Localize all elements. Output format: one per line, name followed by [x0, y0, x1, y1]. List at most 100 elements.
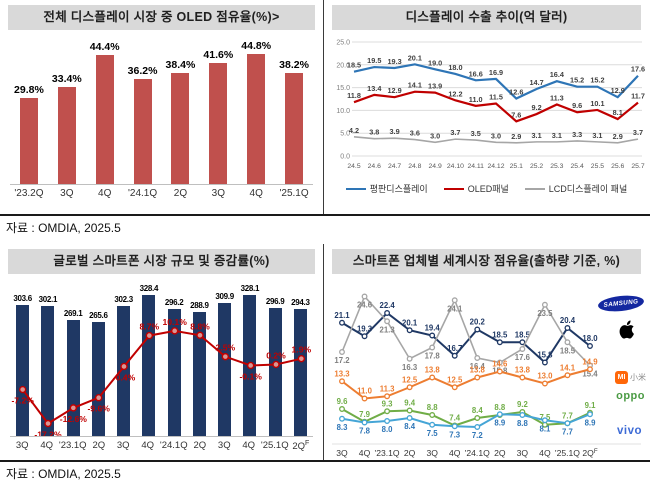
bar-column: 296.2 — [162, 298, 187, 436]
svg-text:8.8: 8.8 — [494, 403, 506, 412]
svg-text:4.2: 4.2 — [349, 126, 359, 135]
svg-text:25.0: 25.0 — [336, 40, 350, 47]
svg-text:11.7: 11.7 — [631, 92, 645, 101]
svg-text:13.8: 13.8 — [515, 366, 531, 375]
svg-text:18.5: 18.5 — [347, 61, 361, 70]
svg-text:8.9: 8.9 — [585, 418, 597, 427]
svg-text:23.5: 23.5 — [537, 309, 553, 318]
svg-text:25.1: 25.1 — [510, 163, 523, 170]
svg-text:8.8: 8.8 — [427, 403, 439, 412]
bar — [133, 79, 152, 184]
x-tick-label: '25.1Q — [260, 440, 289, 451]
x-tick-label: 4Q — [249, 188, 263, 199]
svg-text:7.6: 7.6 — [511, 110, 521, 119]
svg-text:2Q: 2Q — [404, 448, 416, 458]
svg-text:9.2: 9.2 — [517, 400, 529, 409]
svg-text:12.9: 12.9 — [387, 86, 401, 95]
svg-text:'24.1Q: '24.1Q — [465, 448, 490, 458]
x-tick-label: 4Q — [141, 440, 155, 451]
svg-text:2.9: 2.9 — [613, 132, 623, 141]
legend-line-swatch — [443, 187, 464, 190]
svg-text:7.7: 7.7 — [562, 427, 573, 436]
bar — [268, 308, 282, 436]
svg-text:13.9: 13.9 — [428, 82, 442, 91]
display-export-panel: 디스플레이 수출 추이(억 달러) 0.0 5.0 10.0 15.0 20.0 25.0… — [324, 0, 649, 214]
x-tick-label: '23.2Q — [14, 188, 44, 199]
bar-value-label: 265.6 — [89, 310, 108, 320]
source-note-top: 자료 : OMDIA, 2025.5 — [6, 221, 121, 235]
svg-text:18.0: 18.0 — [582, 334, 598, 343]
svg-text:3.5: 3.5 — [471, 129, 481, 138]
smartphone-market-title: 글로벌 스마트폰 시장 규모 및 증감률(%) — [8, 249, 315, 274]
svg-text:18.5: 18.5 — [515, 330, 531, 339]
bar — [142, 294, 156, 436]
svg-text:18.0: 18.0 — [448, 63, 462, 72]
svg-text:15.2: 15.2 — [590, 76, 604, 85]
svg-text:'23.1Q: '23.1Q — [375, 448, 400, 458]
vendor-share-svg: 3Q 4Q '23.1Q 2Q 3Q 4Q '24.1Q 2Q 3Q 4Q '25.1Q 2QF 21.… — [332, 293, 641, 458]
bar-value-label: 288.9 — [190, 300, 209, 310]
svg-text:17.6: 17.6 — [515, 353, 531, 362]
svg-text:17.6: 17.6 — [631, 65, 645, 74]
legend-label: OLED패널 — [467, 184, 509, 194]
svg-text:13.3: 13.3 — [334, 369, 350, 378]
svg-text:19.0: 19.0 — [428, 58, 442, 67]
bar — [57, 87, 76, 184]
svg-text:3Q: 3Q — [336, 448, 348, 458]
svg-text:2.9: 2.9 — [511, 132, 521, 141]
display-export-title: 디스플레이 수출 추이(억 달러) — [332, 5, 641, 30]
svg-text:8.1: 8.1 — [613, 108, 623, 117]
bar-value-label: 41.6% — [203, 49, 234, 62]
svg-text:3.0: 3.0 — [491, 131, 501, 140]
svg-text:10.1: 10.1 — [590, 99, 604, 108]
legend-item: OLED패널 — [443, 182, 509, 195]
display-export-line-chart: 0.0 5.0 10.0 15.0 20.0 25.0 24.5 24.6 24.7 24.8 24… — [324, 34, 649, 182]
svg-text:8.4: 8.4 — [472, 406, 484, 415]
bar-column: 328.1 — [237, 284, 262, 436]
svg-text:17.8: 17.8 — [425, 352, 441, 361]
svg-text:2Q: 2Q — [494, 448, 506, 458]
svg-text:'25.1Q: '25.1Q — [555, 448, 580, 458]
bar-value-label: 296.2 — [164, 297, 184, 307]
svg-text:7.5: 7.5 — [539, 413, 551, 422]
bar — [293, 309, 307, 436]
svg-text:24.9: 24.9 — [429, 163, 442, 170]
x-tick-label: 3Q — [217, 440, 231, 451]
svg-text:9.4: 9.4 — [404, 399, 416, 408]
bar-column: 44.8% — [237, 40, 275, 184]
svg-text:12.9: 12.9 — [611, 86, 625, 95]
svg-text:14.7: 14.7 — [529, 78, 543, 87]
svg-text:9.3: 9.3 — [382, 399, 394, 408]
bar-column: 303.6 — [10, 294, 35, 436]
svg-text:19.5: 19.5 — [367, 56, 381, 65]
bar-value-label: 38.4% — [165, 58, 196, 71]
svg-text:7.8: 7.8 — [359, 427, 371, 436]
svg-text:16.4: 16.4 — [550, 70, 565, 79]
bar-column: 44.4% — [86, 41, 124, 184]
legend-line-swatch — [524, 187, 545, 190]
svg-text:14.6: 14.6 — [492, 360, 508, 369]
svg-text:7.5: 7.5 — [427, 429, 439, 438]
svg-text:7.7: 7.7 — [562, 411, 573, 420]
bar-column: 33.4% — [48, 73, 86, 184]
x-tick-label: 3Q — [15, 440, 29, 451]
bar-column: 294.3 — [288, 298, 313, 436]
legend-item: 평판디스플레이 — [345, 182, 428, 195]
svg-text:11.8: 11.8 — [347, 91, 361, 100]
svg-text:13.8: 13.8 — [425, 366, 441, 375]
svg-text:3.1: 3.1 — [552, 131, 562, 140]
svg-text:24.10: 24.10 — [447, 163, 464, 170]
x-tick-label: '23.1Q — [58, 440, 87, 451]
bar-value-label: 33.4% — [51, 73, 82, 86]
bar — [167, 308, 181, 436]
vendor-share-panel: 스마트폰 업체별 세계시장 점유율(출하량 기준, %) 3Q 4Q '23.1Q 2… — [324, 244, 649, 460]
svg-text:18.5: 18.5 — [492, 330, 508, 339]
bar-value-label: 29.8% — [14, 83, 44, 96]
svg-text:4Q: 4Q — [449, 448, 461, 458]
svg-text:15.2: 15.2 — [570, 76, 584, 85]
svg-text:14.1: 14.1 — [560, 363, 576, 372]
vendor-share-line-chart: 3Q 4Q '23.1Q 2Q 3Q 4Q '24.1Q 2Q 3Q 4Q '25.1Q 2QF 21.… — [324, 278, 649, 458]
svg-text:20.1: 20.1 — [408, 53, 422, 62]
bar — [117, 306, 131, 436]
svg-text:24.6: 24.6 — [368, 163, 381, 170]
